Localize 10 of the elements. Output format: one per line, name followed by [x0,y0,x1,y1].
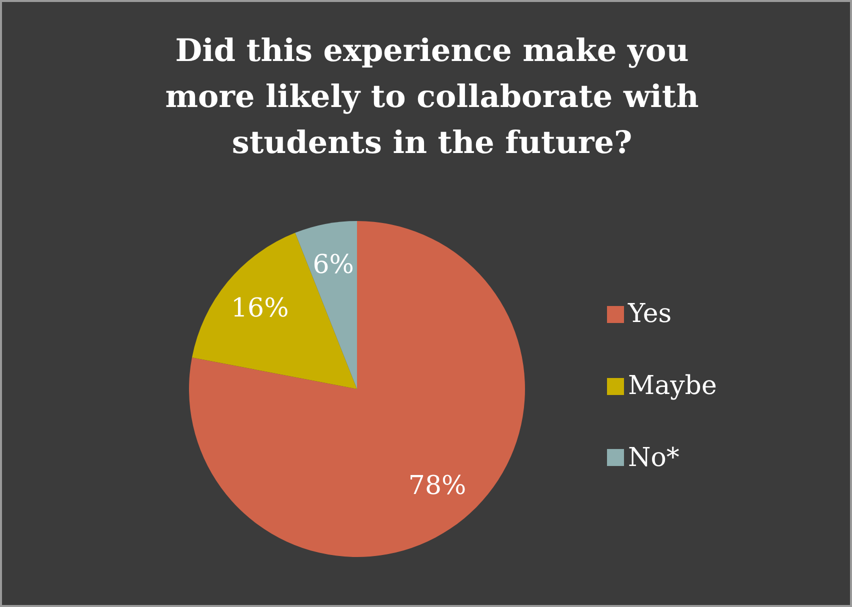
data-label: 6% [312,250,354,280]
legend-label: No* [628,442,680,472]
chart-title: Did this experience make you more likely to collaborate with students in the future? [164,32,700,163]
data-label: 16% [231,294,289,324]
data-label: 78% [408,471,466,502]
pie-slice [192,232,357,389]
pie-slice [295,221,357,389]
legend-label: Maybe [628,370,717,401]
pie-slice [189,221,525,557]
legend-label: Yes [628,298,672,329]
